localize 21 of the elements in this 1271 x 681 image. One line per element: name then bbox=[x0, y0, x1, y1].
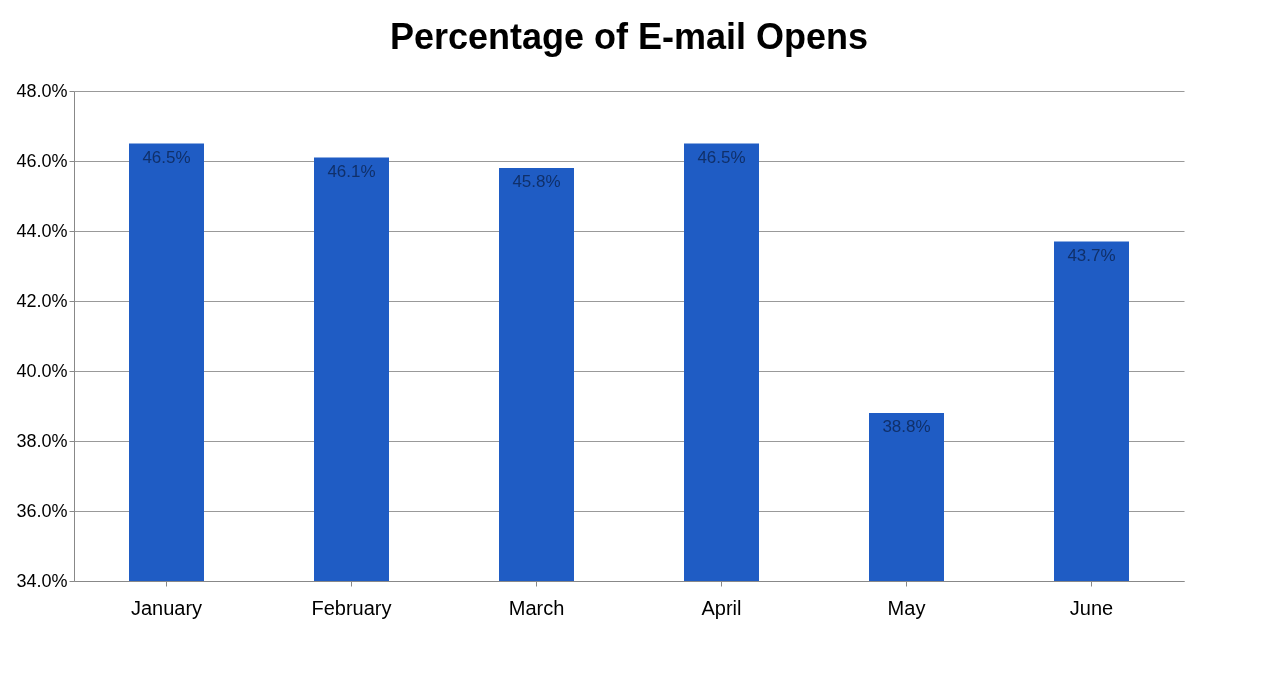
x-tick-label: February bbox=[311, 596, 392, 619]
y-tick-label: 46.0% bbox=[16, 150, 68, 171]
data-label: 43.7% bbox=[1067, 245, 1116, 265]
data-label: 38.8% bbox=[882, 417, 931, 436]
x-tick-label: April bbox=[701, 596, 742, 619]
x-tick-label: May bbox=[887, 596, 926, 619]
y-tick-label: 36.0% bbox=[16, 500, 68, 521]
data-label: 46.1% bbox=[327, 161, 376, 181]
x-tick-label: January bbox=[130, 596, 203, 619]
data-label: 45.8% bbox=[512, 172, 561, 191]
y-tick-label: 38.0% bbox=[16, 430, 68, 451]
y-tick-label: 48.0% bbox=[16, 80, 68, 101]
chart-title: Percentage of E-mail Opens bbox=[389, 16, 869, 57]
y-tick-label: 44.0% bbox=[16, 220, 68, 241]
data-label: 46.5% bbox=[697, 147, 746, 167]
y-tick-label: 34.0% bbox=[16, 570, 68, 591]
data-label: 46.5% bbox=[142, 147, 191, 167]
y-tick-label: 40.0% bbox=[16, 360, 68, 381]
x-tick-label: June bbox=[1069, 596, 1114, 619]
x-tick-label: March bbox=[508, 596, 565, 619]
y-tick-label: 42.0% bbox=[16, 290, 68, 311]
